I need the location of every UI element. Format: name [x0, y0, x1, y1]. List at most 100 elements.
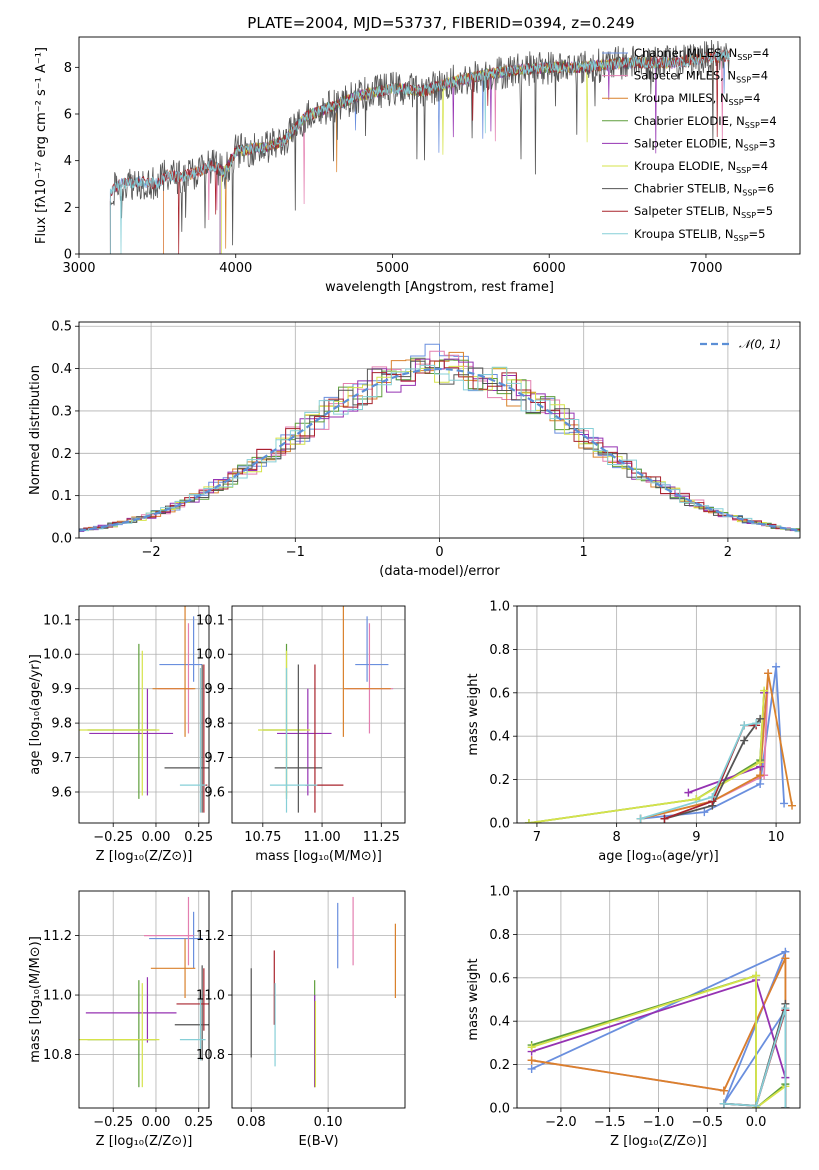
spectrum-marks: [109, 39, 730, 254]
weight-marker: [740, 721, 749, 730]
legend-count: =4: [751, 159, 768, 173]
x-tick-label: 6000: [533, 261, 566, 276]
y-tick-label: 2: [64, 201, 72, 216]
y-tick-label: 0: [64, 248, 72, 263]
histogram-step: [79, 350, 800, 533]
y-tick-label: 10.1: [43, 613, 72, 628]
y-tick-label: 0.5: [51, 320, 72, 335]
x-tick-label: 3000: [62, 261, 95, 276]
weight-marker: [752, 719, 761, 728]
x-tick-label: 0.08: [237, 1115, 266, 1130]
y-axis-label: mass [log₁₀(M/M⊙)]: [28, 936, 43, 1063]
x-tick-label: 2: [724, 545, 732, 560]
weight-marker: [760, 686, 769, 695]
y-tick-label: 10.8: [43, 1048, 72, 1063]
residuals-marks: [79, 343, 800, 533]
weight-marker: [524, 819, 533, 823]
mass_vs_Z-marks: [79, 896, 209, 1088]
legend-label: Kroupa MILES, NSSP=4: [634, 91, 760, 107]
y-tick-label: 1.0: [489, 885, 510, 900]
legend-count: =4: [760, 114, 777, 128]
weight-marker: [788, 801, 797, 810]
weight-marker: [636, 814, 645, 823]
age_vs_mass-marks: [258, 606, 394, 813]
plots: 3000 4000 5000 6000 7000 0 2 4 6 8 wavelength [Ang…: [28, 36, 801, 1149]
legend-label: Kroupa STELIB, NSSP=5: [634, 227, 765, 243]
weight-marker: [660, 814, 669, 823]
histogram-step: [79, 360, 800, 532]
legend-count: =6: [757, 182, 774, 196]
age_vs_Z-marks: [79, 606, 209, 813]
legend-subscript: SSP: [745, 121, 760, 130]
weight-marker: [781, 1104, 790, 1108]
spectrum-chart: 3000 4000 5000 6000 7000 0 2 4 6 8 wavelength [Ang…: [34, 36, 801, 295]
legend-count: =4: [752, 46, 769, 60]
y-tick-label: 9.7: [204, 751, 225, 766]
y-tick-label: 0.4: [489, 1015, 510, 1030]
weight-marker: [756, 758, 765, 767]
x-axis-label: mass [log₁₀(M/M⊙)]: [255, 849, 382, 864]
y-tick-label: 9.6: [204, 786, 225, 801]
weight-line: [664, 718, 761, 820]
y-tick-label: 1.0: [489, 600, 510, 615]
spectrum-line: [109, 50, 730, 254]
mass_vs_EBV-marks: [250, 896, 396, 1088]
weight-marker: [719, 1086, 728, 1095]
weight-line: [640, 722, 757, 820]
y-tick-label: 0.8: [489, 928, 510, 943]
x-tick-label: 7: [533, 830, 541, 845]
y-tick-label: 11.2: [196, 929, 225, 944]
weight-marker: [527, 1056, 536, 1065]
legend-subscript: SSP: [742, 189, 757, 198]
legend-label: Kroupa ELODIE, NSSP=4: [634, 159, 768, 175]
y-tick-label: 9.8: [204, 717, 225, 732]
weight-marker: [700, 808, 709, 817]
legend-count: =4: [751, 69, 768, 83]
weight-marker: [764, 669, 773, 678]
axes-frame: [78, 890, 210, 1109]
y-tick-label: 0.2: [489, 773, 510, 788]
x-tick-label: 8: [613, 830, 621, 845]
legend-subscript: SSP: [741, 211, 756, 220]
x-tick-label: −0.25: [93, 1115, 133, 1130]
legend-count: =5: [749, 227, 766, 241]
y-tick-label: 0.0: [489, 817, 510, 832]
legend-label: Chabrier STELIB, NSSP=6: [634, 182, 774, 198]
weight-marker: [780, 799, 789, 808]
y-tick-label: 4: [64, 154, 72, 169]
x-axis-label: (data-model)/error: [379, 564, 500, 579]
x-tick-label: 5000: [376, 261, 409, 276]
mass_vs_Z-chart: −0.25 0.00 0.25 10.8 11.0 11.2 Z [log₁₀(Z/Z⊙)]…: [28, 890, 213, 1149]
y-tick-label: 9.9: [51, 682, 72, 697]
y-tick-label: 0.0: [489, 1102, 510, 1117]
gaussian-curve: [79, 367, 800, 532]
figure-title: PLATE=2004, MJD=53737, FIBERID=0394, z=0…: [247, 14, 634, 32]
axes-frame: [231, 605, 406, 824]
y-tick-label: 9.8: [51, 717, 72, 732]
y-tick-label: 0.4: [489, 730, 510, 745]
x-axis-label: age [log₁₀(age/yr)]: [598, 849, 719, 864]
x-axis-label: wavelength [Angstrom, rest frame]: [325, 280, 554, 295]
weight-line: [528, 690, 765, 823]
x-tick-label: 0: [435, 545, 443, 560]
weight-marker: [756, 714, 765, 723]
legend-subscript: SSP: [734, 234, 749, 243]
y-tick-label: 11.0: [43, 989, 72, 1004]
weight-marker: [772, 662, 781, 671]
legend-subscript: SSP: [737, 53, 752, 62]
weight-line: [531, 974, 786, 1108]
x-tick-label: 11.25: [363, 830, 400, 845]
axes-frame: [231, 890, 406, 1109]
x-tick-label: −2: [142, 545, 161, 560]
weight-marker: [719, 1099, 728, 1108]
y-tick-label: 6: [64, 108, 72, 123]
y-tick-label: 10.1: [196, 613, 225, 628]
legend-subscript: SSP: [729, 98, 744, 107]
legend-count: =4: [744, 91, 761, 105]
x-tick-label: 0.10: [314, 1115, 343, 1130]
y-axis-label: Flux [fλ10⁻¹⁷ erg cm⁻² s⁻¹ A⁻¹]: [34, 47, 49, 244]
x-axis-label: Z [log₁₀(Z/Z⊙)]: [610, 1134, 707, 1149]
axes-frame: [78, 321, 801, 539]
weight_vs_age-marks: [524, 662, 797, 823]
